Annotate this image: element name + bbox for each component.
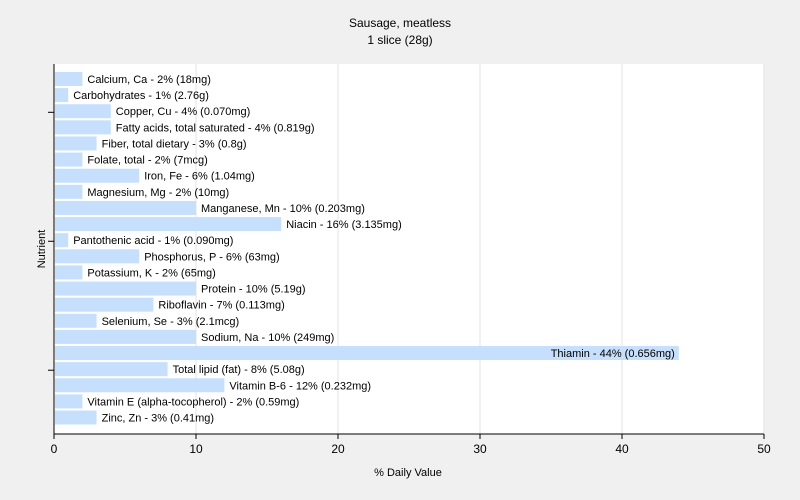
bar <box>55 152 83 167</box>
x-tick-label: 20 <box>331 442 345 456</box>
bar <box>55 313 97 328</box>
bar <box>55 233 69 248</box>
bar <box>55 200 196 215</box>
bar-label: Fatty acids, total saturated - 4% (0.819… <box>116 122 315 134</box>
bar <box>55 346 679 361</box>
bar-label: Niacin - 16% (3.135mg) <box>286 219 402 231</box>
bar-label: Folate, total - 2% (7mcg) <box>87 155 207 167</box>
plot-area <box>54 64 764 434</box>
bar-label: Potassium, K - 2% (65mg) <box>87 267 215 279</box>
bar <box>55 217 282 232</box>
bar-label: Magnesium, Mg - 2% (10mg) <box>87 187 229 199</box>
x-tick-label: 0 <box>51 442 58 456</box>
x-axis-title: % Daily Value <box>374 467 442 479</box>
bar <box>55 104 111 119</box>
x-tick-label: 50 <box>757 442 771 456</box>
bar-label: Pantothenic acid - 1% (0.090mg) <box>73 235 233 247</box>
bar <box>55 72 83 86</box>
bar-label: Zinc, Zn - 3% (0.41mg) <box>102 413 214 425</box>
bar <box>55 265 83 280</box>
bar-label: Total lipid (fat) - 8% (5.08g) <box>173 364 305 376</box>
gridlines <box>195 64 765 434</box>
bar-label: Phosphorus, P - 6% (63mg) <box>144 251 280 263</box>
bar-label: Vitamin B-6 - 12% (0.232mg) <box>229 380 371 392</box>
bar-label: Protein - 10% (5.19g) <box>201 284 306 296</box>
bar <box>55 362 168 377</box>
bar <box>55 410 97 425</box>
bar-label: Vitamin E (alpha-tocopherol) - 2% (0.59m… <box>87 396 299 408</box>
bar <box>55 168 140 183</box>
y-axis-title: Nutrient <box>36 230 48 269</box>
bar-label: Sodium, Na - 10% (249mg) <box>201 332 334 344</box>
x-tick-label: 10 <box>189 442 203 456</box>
bars-group: Calcium, Ca - 2% (18mg) Carbohydrates - 1… <box>55 72 679 425</box>
bar-label: Manganese, Mn - 10% (0.203mg) <box>201 203 365 215</box>
chart-subtitle: 1 slice (28g) <box>367 33 432 47</box>
chart-title: Sausage, meatless <box>349 16 451 30</box>
bar <box>55 136 97 151</box>
bar-label: Fiber, total dietary - 3% (0.8g) <box>102 138 247 150</box>
bar-label: Thiamin - 44% (0.656mg) <box>551 348 675 360</box>
bar-label: Copper, Cu - 4% (0.070mg) <box>116 106 251 118</box>
bar-label: Selenium, Se - 3% (2.1mcg) <box>102 316 240 328</box>
bar <box>55 281 196 296</box>
bar <box>55 394 83 409</box>
axes-group: 0 10 20 30 40 50 <box>48 64 771 456</box>
bar <box>55 297 154 312</box>
bar-label: Carbohydrates - 1% (2.76g) <box>73 90 209 102</box>
bar-label: Calcium, Ca - 2% (18mg) <box>87 74 210 86</box>
bar <box>55 120 111 135</box>
bar <box>55 88 69 103</box>
x-tick-label: 30 <box>473 442 487 456</box>
bar <box>55 249 140 264</box>
bar <box>55 184 83 199</box>
bar-label: Riboflavin - 7% (0.113mg) <box>158 300 284 312</box>
bar <box>55 329 196 344</box>
bar-label: Iron, Fe - 6% (1.04mg) <box>144 171 255 183</box>
bar <box>55 378 225 393</box>
x-tick-label: 40 <box>615 442 629 456</box>
